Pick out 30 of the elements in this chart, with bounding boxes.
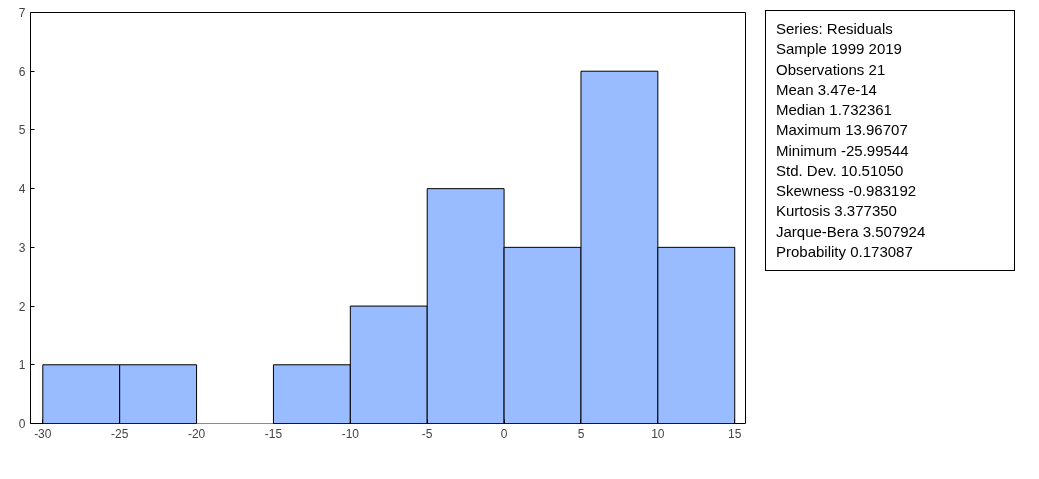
text: Kurtosis 3.377350: [776, 201, 898, 222]
x-tick-label: 0: [500, 426, 508, 441]
text: Probability 0.173087: [776, 241, 914, 262]
text: Maximum 13.96707: [776, 120, 909, 141]
y-tick-label: 3: [18, 240, 26, 255]
y-tick-label: 2: [18, 299, 26, 314]
text: Mean 3.47e-14: [776, 79, 878, 100]
x-tick-label: -10: [341, 426, 360, 441]
text: Jarque-Bera 3.507924: [776, 221, 927, 242]
x-tick-label: -20: [187, 426, 206, 441]
x-tick-label: -25: [111, 426, 129, 441]
x-tick-label: -5: [421, 426, 433, 441]
x-tick-label: -30: [34, 426, 52, 441]
y-tick-label: 0: [18, 417, 26, 431]
text: Median 1.732361: [776, 100, 893, 120]
text: Series: Residuals: [776, 19, 894, 39]
text: Skewness -0.983192: [776, 181, 918, 201]
y-tick-label: 4: [18, 182, 26, 197]
y-tick-label: 6: [18, 64, 26, 79]
text: Observations 21: [776, 59, 887, 80]
x-tick-label: 15: [728, 426, 742, 441]
x-tick-label: 10: [651, 426, 665, 441]
x-tick-label: 5: [577, 426, 585, 441]
y-tick-label: 1: [18, 358, 26, 373]
y-tick-label: 7: [18, 6, 26, 20]
y-tick-label: 5: [18, 123, 26, 138]
text: Std. Dev. 10.51050: [776, 160, 905, 181]
text: Sample 1999 2019: [776, 39, 903, 60]
text: Minimum -25.99544: [776, 140, 910, 161]
x-tick-label: -15: [264, 426, 283, 441]
